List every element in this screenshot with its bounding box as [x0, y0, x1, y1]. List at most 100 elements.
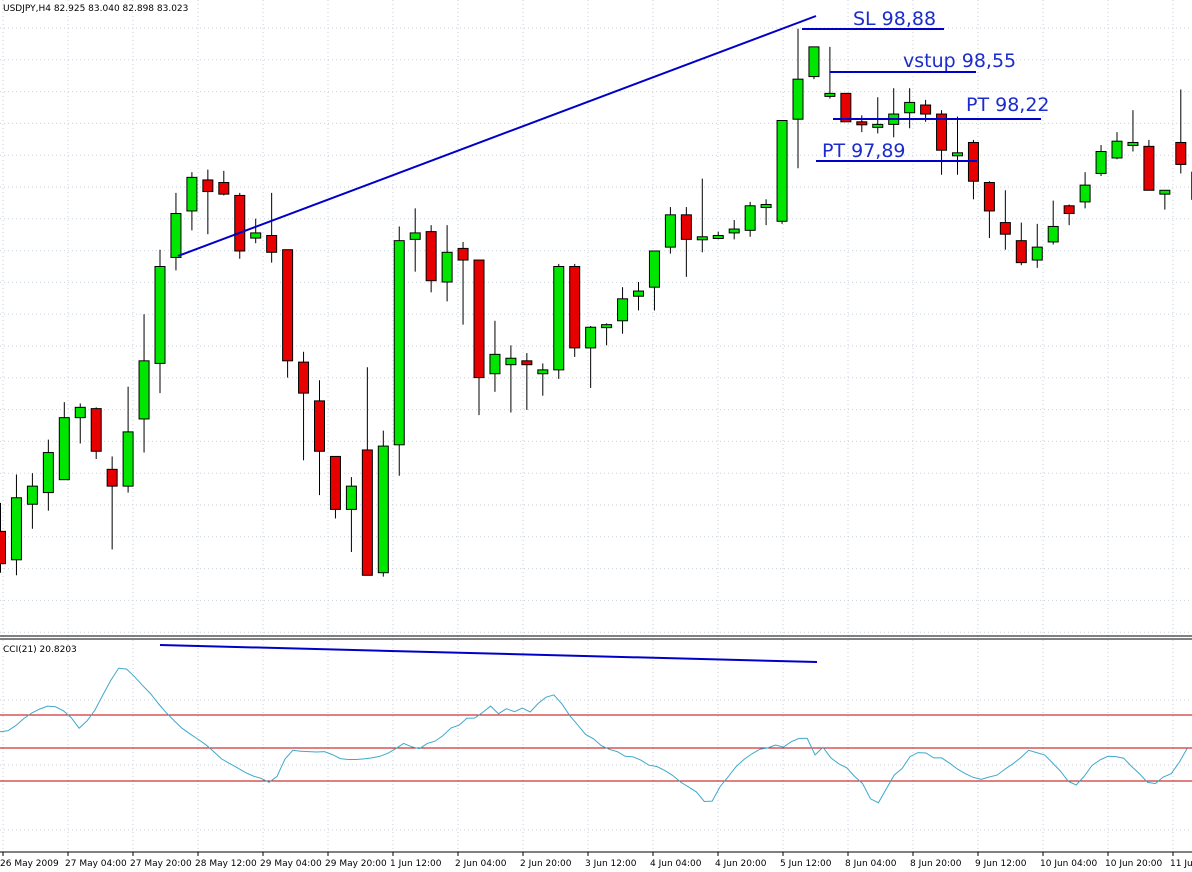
trendline-price[interactable] — [177, 15, 817, 257]
candle[interactable] — [361, 367, 373, 576]
candle[interactable] — [298, 351, 310, 461]
candle[interactable] — [1143, 139, 1155, 191]
candle[interactable] — [266, 192, 278, 263]
candle[interactable] — [1015, 222, 1027, 266]
candle[interactable] — [1063, 204, 1075, 226]
candle[interactable] — [1175, 89, 1187, 174]
candle[interactable] — [1127, 110, 1139, 152]
candle[interactable] — [983, 181, 995, 239]
trendline-cci[interactable] — [159, 644, 818, 663]
candle[interactable] — [10, 474, 22, 576]
candle-body — [473, 259, 485, 379]
candle[interactable] — [473, 259, 485, 416]
candle[interactable] — [218, 170, 230, 196]
candle-body — [664, 214, 676, 248]
candle[interactable] — [696, 178, 708, 253]
candle[interactable] — [1159, 189, 1171, 210]
candle-body — [728, 228, 740, 234]
candle[interactable] — [138, 314, 150, 453]
candle[interactable] — [728, 219, 740, 240]
candle[interactable] — [186, 172, 198, 231]
candle[interactable] — [872, 97, 884, 134]
candle[interactable] — [441, 225, 453, 302]
candle[interactable] — [393, 226, 405, 476]
candle[interactable] — [824, 46, 836, 99]
candle[interactable] — [58, 402, 70, 481]
candle-body — [1175, 141, 1187, 165]
candle[interactable] — [760, 199, 772, 226]
candle[interactable] — [1111, 132, 1123, 160]
candle[interactable] — [1079, 172, 1091, 209]
candle[interactable] — [553, 263, 565, 379]
candle[interactable] — [489, 320, 501, 392]
candle[interactable] — [457, 241, 469, 325]
candle[interactable] — [234, 192, 246, 259]
time-label: 4 Jun 04:00 — [650, 859, 702, 869]
candle[interactable] — [712, 231, 724, 240]
time-label: 28 May 12:00 — [195, 859, 257, 869]
candle[interactable] — [329, 455, 341, 519]
candle[interactable] — [569, 263, 581, 357]
candle[interactable] — [90, 407, 102, 460]
cci-line — [0, 667, 1188, 804]
candle[interactable] — [1047, 200, 1059, 245]
candle-body — [952, 152, 963, 157]
candle[interactable] — [776, 120, 788, 224]
candle[interactable] — [106, 456, 118, 550]
candle[interactable] — [952, 116, 963, 175]
candle[interactable] — [250, 218, 262, 244]
candle[interactable] — [601, 323, 613, 346]
candle-body — [601, 324, 613, 329]
candle[interactable] — [377, 430, 389, 577]
time-axis: 26 May 2009 27 May 04:00 27 May 20:00 28 Ma… — [0, 852, 1192, 869]
candle-body — [744, 205, 756, 231]
candle[interactable] — [74, 403, 86, 444]
candle-body — [680, 214, 692, 240]
candle[interactable] — [664, 207, 676, 254]
candle[interactable] — [521, 353, 533, 410]
annotation-lines — [177, 15, 1041, 257]
candle[interactable] — [840, 92, 852, 123]
candle[interactable] — [122, 386, 134, 493]
candle[interactable] — [808, 46, 820, 80]
candle-body — [824, 92, 836, 97]
candle[interactable] — [633, 282, 644, 311]
candle[interactable] — [154, 249, 166, 394]
time-label: 4 Jun 20:00 — [715, 859, 767, 869]
candle[interactable] — [409, 208, 421, 272]
candle-body — [26, 485, 38, 505]
candle-body — [617, 298, 629, 322]
candle[interactable] — [537, 363, 549, 396]
candle[interactable] — [314, 380, 325, 496]
candle[interactable] — [170, 192, 182, 271]
candle-body — [1031, 246, 1043, 261]
candle[interactable] — [0, 502, 6, 573]
grid-lines — [0, 0, 1192, 852]
candle[interactable] — [26, 473, 38, 529]
candle[interactable] — [585, 325, 597, 388]
candle[interactable] — [42, 439, 54, 511]
price-pane[interactable]: SL 98,88 vstup 98,55 PT 98,22 PT 97,89 U… — [0, 4, 1192, 577]
candle[interactable] — [936, 110, 948, 175]
candle[interactable] — [648, 250, 660, 311]
candle[interactable] — [505, 345, 517, 413]
candle-body — [10, 497, 22, 561]
candle[interactable] — [999, 190, 1011, 250]
candle-body — [776, 120, 788, 222]
candle[interactable] — [904, 88, 916, 129]
cci-pane[interactable]: CCI(21) 20.8203 — [0, 644, 1192, 804]
candle[interactable] — [1095, 145, 1107, 177]
candle-body — [42, 452, 54, 494]
candle[interactable] — [1031, 223, 1043, 268]
candle[interactable] — [617, 287, 629, 334]
candle[interactable] — [680, 207, 692, 277]
candle[interactable] — [202, 169, 214, 235]
candle[interactable] — [282, 249, 294, 378]
candle[interactable] — [425, 225, 437, 293]
candle-body — [441, 251, 453, 283]
candle-body — [1047, 225, 1059, 243]
candle[interactable] — [345, 477, 357, 553]
candle[interactable] — [744, 201, 756, 237]
time-label: 8 Jun 04:00 — [845, 859, 897, 869]
candle[interactable] — [792, 28, 804, 169]
